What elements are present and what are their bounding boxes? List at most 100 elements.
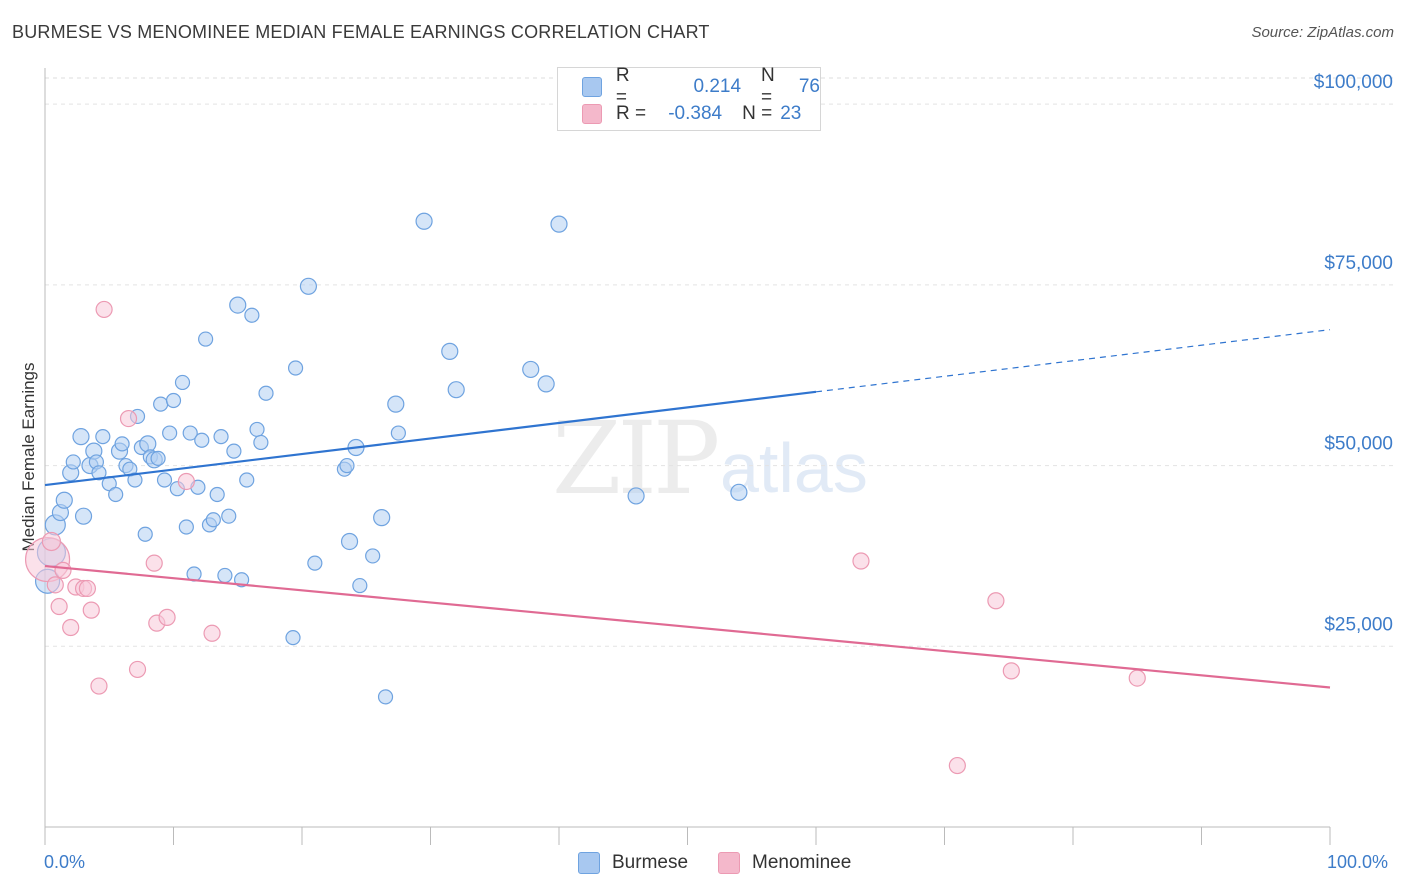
menominee-point [987,592,1005,610]
burmese-point [91,465,107,481]
burmese-point [198,331,214,347]
burmese-point [287,360,304,376]
burmese-point [537,375,555,393]
menominee-swatch [582,104,602,124]
burmese-point [182,425,198,441]
burmese-point [213,429,229,445]
burmese-point [441,342,459,360]
r-label: R = [616,103,647,124]
burmese-point [205,512,221,528]
y-tick-label: $100,000 [1314,72,1393,93]
menominee-point [203,624,221,642]
burmese-point [239,472,255,488]
menominee-point [82,601,100,619]
burmese-point [229,296,247,314]
burmese-point [65,454,81,470]
burmese-point [387,395,405,413]
n-value: 23 [780,103,802,124]
legend-item-menominee[interactable]: Menominee [718,852,851,874]
burmese-point [217,567,233,584]
burmese-point [390,425,406,441]
burmese-point [74,507,93,525]
burmese-point [352,577,368,594]
menominee-point [948,756,966,775]
burmese-point [55,491,73,509]
stats-row-burmese: R = 0.214 N = 76 [582,65,820,108]
legend: Burmese Menominee [578,852,881,874]
burmese-point [550,215,568,233]
burmese-point [150,450,166,466]
burmese-point [137,526,153,542]
burmese-point [299,277,318,295]
r-value: 0.214 [693,76,742,97]
burmese-point [373,509,391,527]
menominee-point [852,552,870,570]
menominee-point [95,300,113,319]
burmese-point [114,436,130,452]
menominee-point [90,677,108,695]
x-tick-label-end: 100.0% [1327,852,1389,872]
y-tick-label: $25,000 [1324,614,1393,635]
r-label: R = [615,65,630,108]
stats-box: R = 0.214 N = 76 R = -0.384 N = 23 [557,65,821,131]
x-tick-label-start: 0.0% [44,852,86,872]
burmese-point [95,429,111,445]
chart-title: BURMESE VS MENOMINEE MEDIAN FEMALE EARNI… [12,22,710,42]
burmese-point [221,508,237,524]
menominee-point [177,472,195,491]
menominee-point [54,561,72,579]
burmese-point [108,486,124,503]
burmese-point [339,457,355,474]
menominee-point [119,409,138,428]
menominee-point [145,554,163,572]
burmese-point [178,519,194,535]
burmese-point [165,392,182,409]
n-label: N = [761,65,775,108]
y-tick-label: $50,000 [1324,434,1393,455]
legend-label-menominee: Menominee [752,852,852,873]
n-value: 76 [798,76,820,97]
menominee-point [158,608,176,626]
burmese-point [258,385,274,401]
burmese-point [522,360,540,379]
menominee-point [128,660,147,679]
burmese-point [447,381,465,399]
burmese-point [365,548,381,564]
burmese-point [377,689,394,705]
burmese-point [127,472,143,488]
burmese-point [249,421,265,438]
menominee-point [1128,669,1146,687]
burmese-point [153,396,169,412]
menominee-point [62,618,80,637]
burmese-point [226,443,242,459]
burmese-point [627,487,645,505]
menominee-trend-line [44,564,1331,689]
burmese-point [174,374,191,391]
burmese-legend-swatch [578,852,600,874]
burmese-point [72,428,90,446]
burmese-trend-line [44,390,817,487]
stats-row-menominee: R = -0.384 N = 23 [582,101,801,127]
burmese-point [340,532,359,551]
burmese-point [253,434,269,451]
menominee-legend-swatch [718,852,741,874]
burmese-point [730,483,748,501]
menominee-point [78,579,97,598]
menominee-point [41,531,62,552]
burmese-point [156,472,173,488]
source-label: Source: ZipAtlas.com [1251,24,1394,41]
y-axis-label: Median Female Earnings [19,363,38,552]
burmese-point [285,630,301,646]
r-value: -0.384 [668,103,723,124]
burmese-point [244,307,260,323]
menominee-point [1002,662,1020,680]
burmese-point [194,432,210,448]
legend-label-burmese: Burmese [612,852,689,873]
n-label: N = [742,103,773,124]
burmese-trend-extension [815,329,1331,393]
burmese-swatch [582,77,602,97]
legend-item-burmese[interactable]: Burmese [578,852,688,874]
burmese-point [162,425,178,441]
menominee-point [46,576,64,594]
